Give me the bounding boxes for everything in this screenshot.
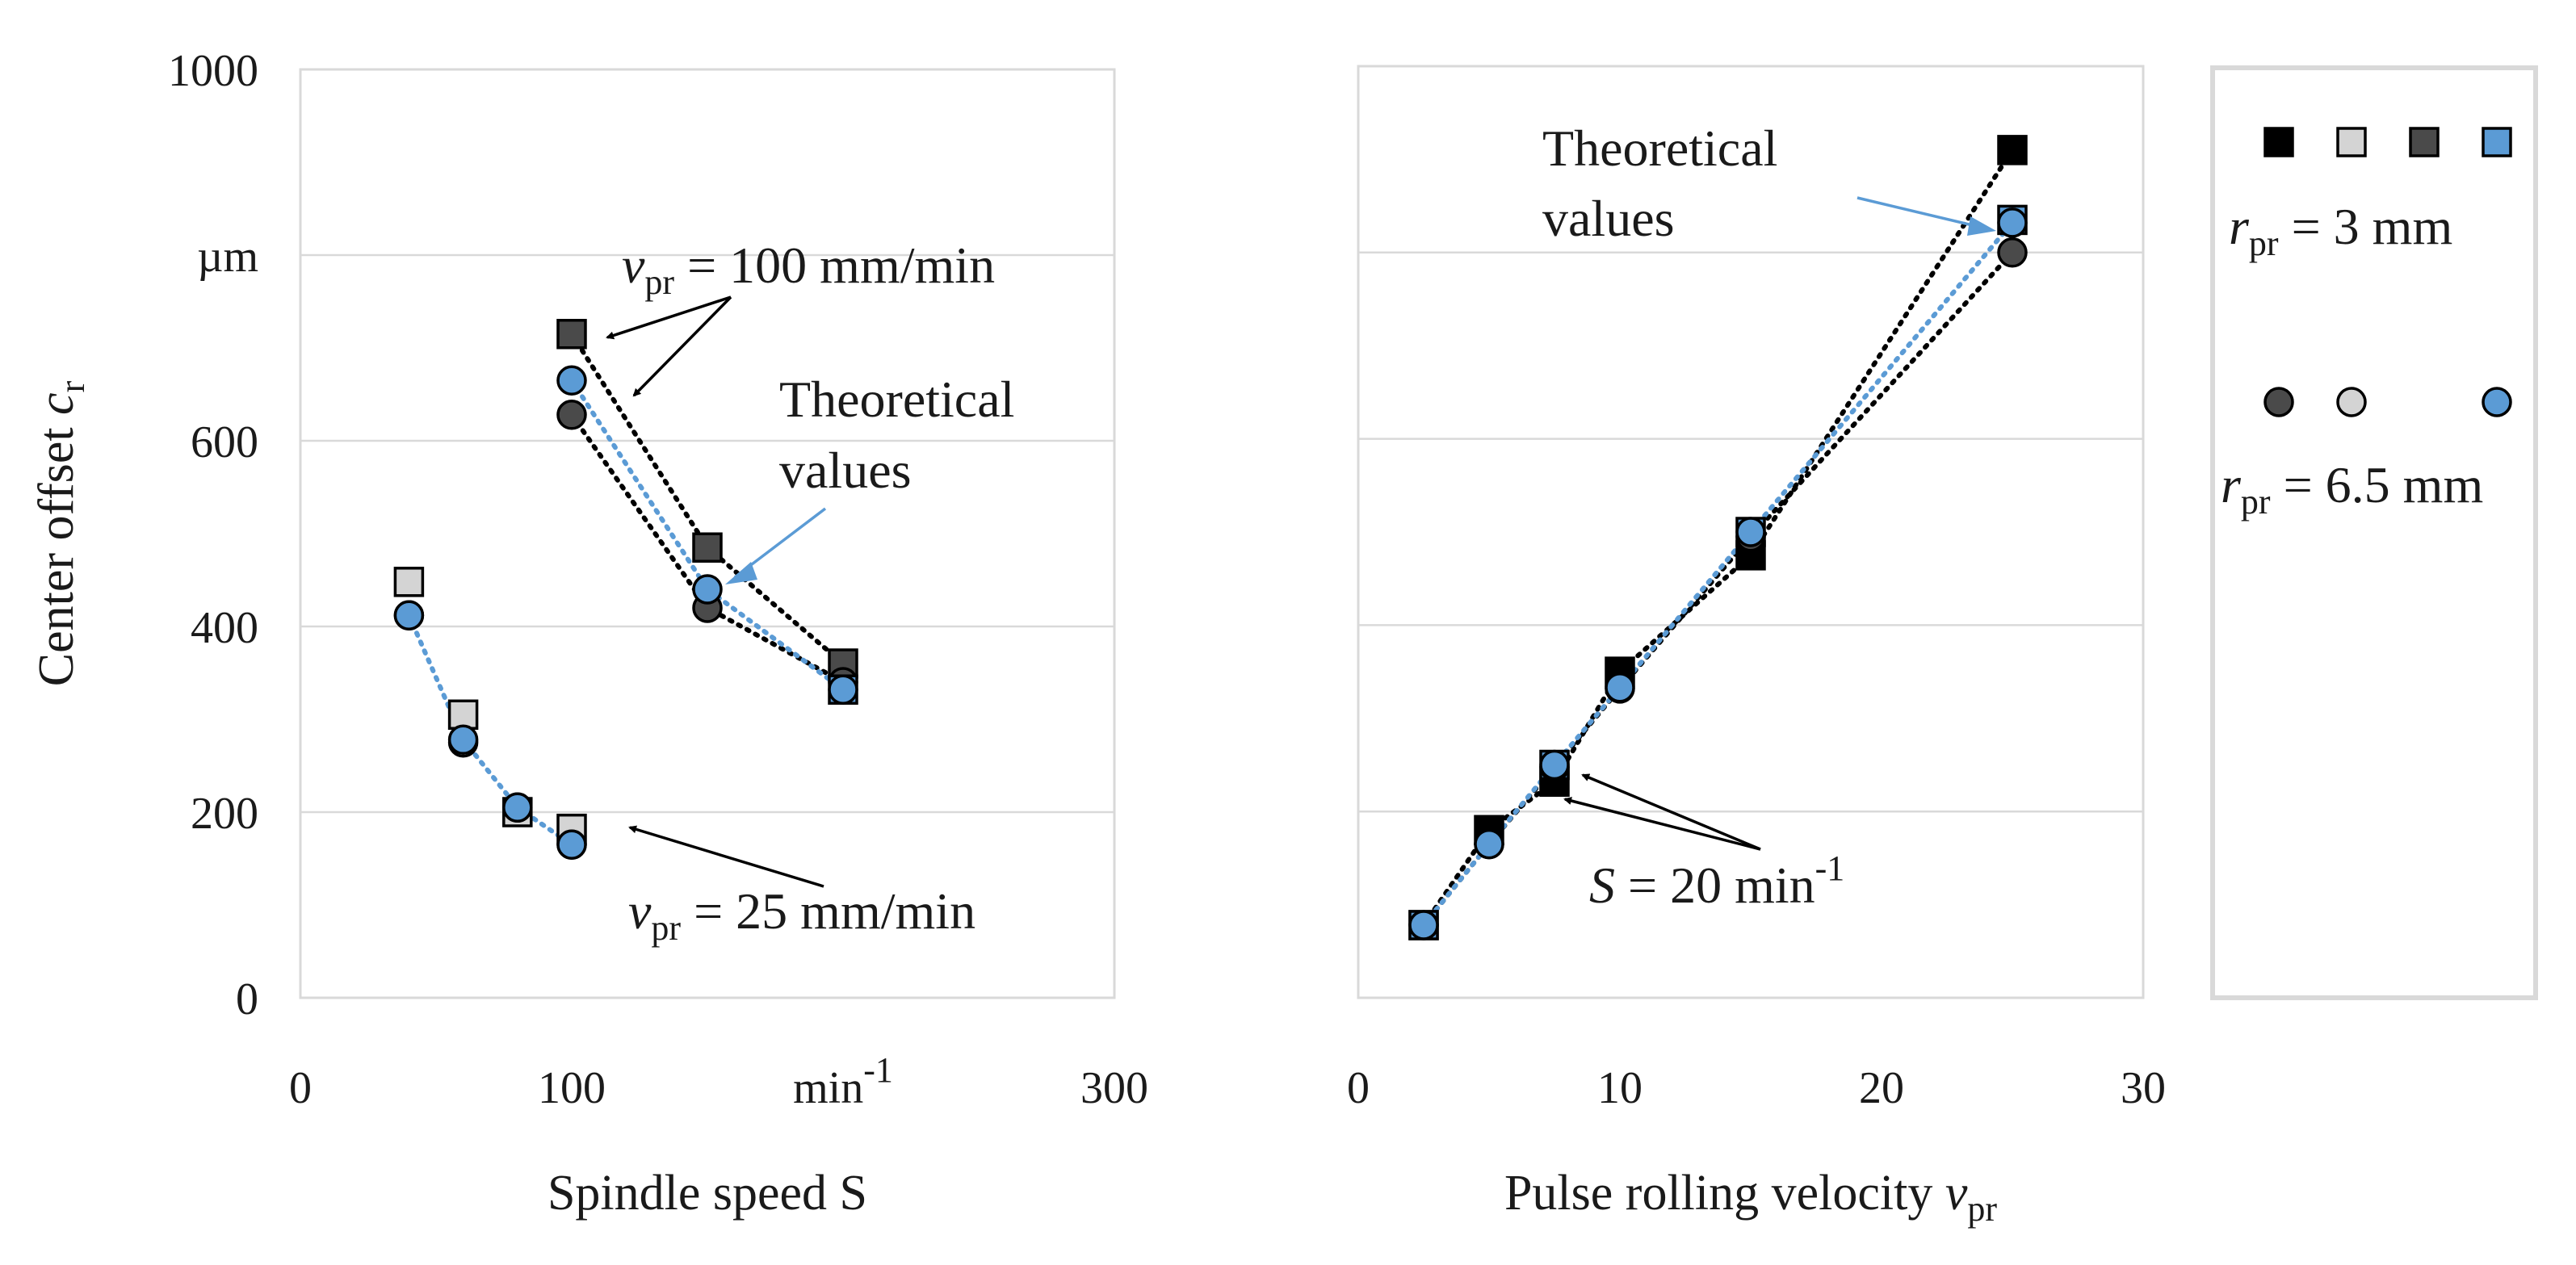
data-point-circle — [556, 365, 587, 396]
y-axis-label: Center offset cr — [29, 380, 92, 686]
chart-pulse-rolling-velocity: 0 10 20 30 Pulse rolling velocity vpr Theor… — [1347, 65, 2166, 1229]
gridlines-left — [300, 253, 1114, 814]
y-tick-label: 200 — [191, 789, 258, 839]
arrow-s20-a — [1581, 773, 1761, 851]
legend-marker-square — [2482, 127, 2512, 157]
data-point-square — [1997, 135, 2028, 165]
y-tick-labels-left: 0 200 400 600 µm 1000 — [168, 46, 258, 1024]
legend-label-6-5mm: rpr = 6.5 mm — [2221, 456, 2483, 521]
annotation-vpr-25: vpr = 25 mm/min — [628, 882, 975, 948]
data-points-right — [1408, 135, 2028, 940]
annotation-vpr-100: vpr = 100 mm/min — [622, 237, 995, 302]
data-point-circle — [393, 600, 425, 630]
legend-marker-square — [2409, 127, 2440, 157]
data-point-circle — [1997, 207, 2028, 238]
x-tick-label: 0 — [1347, 1063, 1370, 1113]
data-points-left — [393, 319, 858, 860]
legend-marker-circle — [2336, 387, 2367, 417]
x-axis-label-right: Pulse rolling velocity vpr — [1504, 1166, 1997, 1229]
data-point-circle — [1474, 828, 1504, 860]
data-point-circle — [502, 792, 533, 823]
data-point-circle — [1735, 517, 1766, 547]
data-point-circle — [447, 724, 479, 756]
y-tick-label: 600 — [191, 417, 258, 467]
annotation-theoretical-line1-left: Theoretical — [779, 371, 1014, 428]
x-tick-labels-right: 0 10 20 30 — [1347, 1063, 2166, 1113]
arrow-vpr100-b — [632, 295, 732, 397]
trendline-6 — [569, 378, 845, 693]
arrow-theoretical-right — [1856, 196, 1983, 229]
legend-marker-square — [2336, 127, 2367, 157]
arrow-s20-b — [1563, 797, 1761, 851]
legend-box — [2210, 65, 2538, 1000]
plot-area-right — [1357, 65, 2145, 999]
trendlines-right — [1421, 147, 2015, 928]
data-point-circle — [1997, 237, 2028, 268]
x-tick-label: 0 — [289, 1063, 312, 1113]
legend-label-3mm: rpr = 3 mm — [2229, 198, 2452, 263]
trendline-3 — [1421, 220, 2015, 928]
x-axis-label-left: Spindle speed S — [548, 1166, 867, 1221]
arrow-vpr100-a — [606, 295, 732, 340]
x-tick-labels-left: 0 100 min-1 300 — [289, 1050, 1148, 1113]
data-point-circle — [1408, 910, 1439, 940]
trendline-2 — [1421, 249, 2015, 928]
legend: rpr = 3 mm rpr = 6.5 mm — [2210, 65, 2538, 1000]
legend-marker-circle — [2263, 387, 2294, 417]
data-point-circle — [692, 574, 723, 605]
data-point-circle — [1605, 672, 1635, 703]
legend-marker-square — [2263, 127, 2294, 157]
arrow-vpr25 — [628, 825, 824, 888]
x-tick-label: 30 — [2121, 1063, 2166, 1113]
y-tick-label: 0 — [236, 974, 258, 1024]
trendlines-left — [406, 331, 845, 848]
data-point-circle — [1539, 749, 1570, 781]
annotation-theoretical-line2-right: values — [1542, 190, 1675, 247]
y-tick-label: 1000 — [168, 46, 258, 96]
trendline-2 — [406, 613, 574, 848]
y-tick-label: 400 — [191, 603, 258, 653]
annotation-theoretical-line2-left: values — [779, 442, 912, 499]
annotation-theoretical-line1-right: Theoretical — [1542, 119, 1777, 177]
x-tick-label: 300 — [1080, 1063, 1148, 1113]
data-point-circle — [828, 674, 858, 705]
data-point-square — [692, 532, 723, 563]
arrowhead-theoretical-right — [1967, 216, 1996, 236]
x-tick-label: 20 — [1859, 1063, 1904, 1113]
arrowhead-theoretical-left — [725, 562, 757, 584]
data-point-circle — [556, 400, 587, 430]
y-tick-label: µm — [197, 232, 258, 282]
legend-markers-square — [2263, 127, 2512, 157]
trendline-0 — [1421, 147, 2015, 928]
x-tick-label: 10 — [1597, 1063, 1643, 1113]
x-tick-label: min-1 — [793, 1050, 893, 1113]
legend-marker-circle — [2482, 387, 2512, 417]
chart-spindle-speed: 0 200 400 600 µm 1000 0 100 min-1 300 Center off… — [29, 46, 1148, 1221]
legend-markers-circle — [2263, 387, 2512, 417]
plot-area-left — [299, 68, 1116, 999]
data-point-circle — [556, 829, 587, 860]
data-point-square — [393, 567, 425, 597]
x-tick-label: 100 — [538, 1063, 606, 1113]
data-point-square — [556, 319, 587, 350]
annotation-s20: S = 20 min-1 — [1589, 848, 1844, 914]
data-point-square — [447, 699, 479, 730]
